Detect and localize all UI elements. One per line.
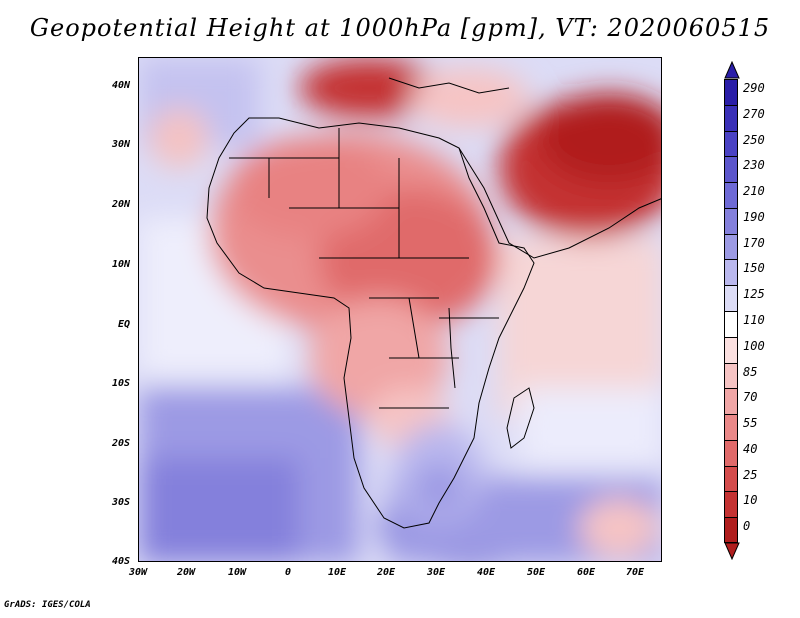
lon-tick-0: 0 bbox=[284, 567, 292, 578]
lon-tick-30w: 30W bbox=[128, 567, 148, 578]
lat-tick-40s: 40S bbox=[111, 556, 130, 567]
colorbar-segment bbox=[724, 465, 738, 492]
colorbar-level-label: 230 bbox=[743, 158, 765, 173]
colorbar-level-label: 25 bbox=[743, 467, 758, 482]
country-borders bbox=[229, 128, 499, 409]
lon-tick-30e: 30E bbox=[426, 567, 446, 578]
colorbar-level-label: 125 bbox=[743, 287, 765, 302]
colorbar-level-label: 270 bbox=[743, 106, 765, 121]
lat-tick-20n: 20N bbox=[111, 199, 130, 210]
lat-tick-30n: 30N bbox=[111, 139, 130, 150]
colorbar-segment bbox=[724, 311, 738, 337]
lat-tick-40n: 40N bbox=[111, 80, 130, 91]
colorbar-level-label: 290 bbox=[743, 81, 765, 95]
lon-tick-20w: 20W bbox=[176, 567, 196, 578]
colorbar-segment bbox=[724, 362, 738, 389]
colorbar-segment bbox=[724, 79, 738, 105]
colorbar-segment bbox=[724, 207, 738, 234]
map-field-svg bbox=[139, 58, 661, 561]
lon-tick-70e: 70E bbox=[625, 567, 645, 578]
lon-tick-10e: 10E bbox=[327, 567, 347, 578]
colorbar-level-label: 0 bbox=[743, 519, 751, 534]
lon-tick-40e: 40E bbox=[476, 567, 496, 578]
colorbar bbox=[724, 79, 738, 543]
colorbar-level-label: 40 bbox=[743, 441, 758, 456]
colorbar-level-label: 55 bbox=[743, 416, 758, 431]
colorbar-level-label: 170 bbox=[743, 235, 765, 250]
colorbar-bottom-arrow bbox=[724, 542, 740, 560]
lat-tick-30s: 30S bbox=[111, 497, 130, 508]
colorbar-segment bbox=[724, 439, 738, 466]
coastlines bbox=[206, 77, 661, 529]
colorbar-segment bbox=[724, 414, 738, 440]
colorbar-level-label: 250 bbox=[743, 132, 765, 147]
madagascar-outline bbox=[506, 387, 535, 449]
lat-tick-eq: EQ bbox=[117, 319, 130, 330]
colorbar-level-label: 150 bbox=[743, 261, 765, 276]
mediterranean-coast bbox=[388, 77, 510, 94]
lat-tick-10s: 10S bbox=[111, 378, 130, 389]
red-sea-arabia-coast bbox=[458, 147, 661, 259]
map-plot-area bbox=[138, 57, 662, 562]
colorbar-level-label: 210 bbox=[743, 184, 765, 199]
colorbar-level-label: 85 bbox=[743, 364, 758, 379]
colorbar-segment bbox=[724, 130, 738, 157]
colorbar-segment bbox=[724, 285, 738, 311]
colorbar-segment bbox=[724, 491, 738, 518]
colorbar-segment bbox=[724, 259, 738, 286]
lon-tick-50e: 50E bbox=[526, 567, 546, 578]
lake-chain bbox=[448, 307, 456, 389]
colorbar-segment bbox=[724, 182, 738, 208]
field-blobs bbox=[139, 58, 661, 561]
lat-tick-20s: 20S bbox=[111, 438, 130, 449]
africa-outline bbox=[206, 117, 535, 529]
colorbar-segment bbox=[724, 517, 738, 543]
lat-tick-10n: 10N bbox=[111, 259, 130, 270]
colorbar-segment bbox=[724, 336, 738, 363]
colorbar-level-label: 100 bbox=[743, 338, 765, 353]
colorbar-level-label: 190 bbox=[743, 209, 765, 224]
colorbar-segment bbox=[724, 104, 738, 131]
lon-tick-10w: 10W bbox=[227, 567, 247, 578]
colorbar-level-label: 70 bbox=[743, 390, 758, 405]
lon-tick-60e: 60E bbox=[576, 567, 596, 578]
colorbar-level-label: 10 bbox=[743, 493, 758, 508]
colorbar-segment bbox=[724, 156, 738, 183]
colorbar-segment bbox=[724, 388, 738, 415]
colorbar-level-label: 110 bbox=[743, 313, 765, 327]
lon-tick-20e: 20E bbox=[376, 567, 396, 578]
colorbar-top-arrow bbox=[724, 61, 740, 79]
colorbar-segment bbox=[724, 233, 738, 260]
chart-title: Geopotential Height at 1000hPa [gpm], VT… bbox=[29, 14, 771, 42]
grads-credit: GrADS: IGES/COLA bbox=[4, 600, 91, 610]
